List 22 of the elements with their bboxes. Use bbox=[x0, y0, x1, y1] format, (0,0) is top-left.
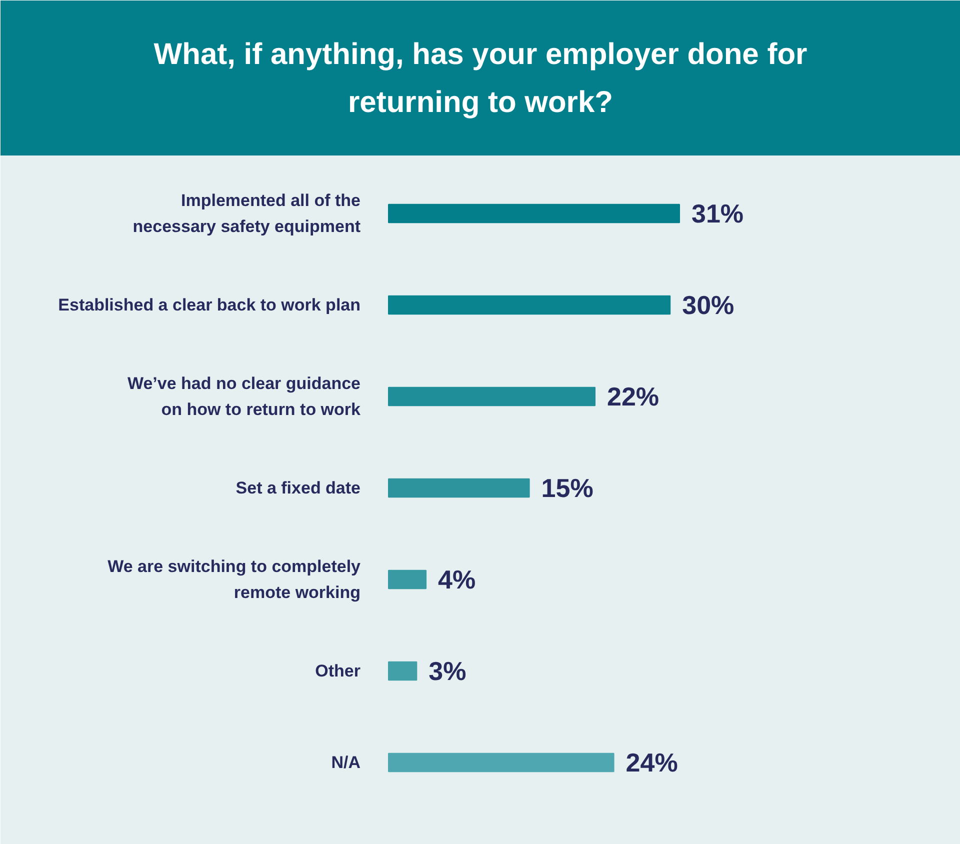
data-label: 22% bbox=[607, 382, 660, 412]
y-tick-label: Established a clear back to work plan bbox=[58, 296, 361, 314]
y-tick-label: We’ve had no clear guidance on how to return to work bbox=[127, 374, 362, 419]
y-tick-label: Other bbox=[315, 662, 361, 680]
data-label: 30% bbox=[682, 290, 734, 320]
chart-title: What, if anything, has your employer done for returning to work? bbox=[154, 38, 808, 119]
bar bbox=[388, 661, 418, 681]
bar bbox=[388, 204, 680, 224]
y-tick-label: N/A bbox=[331, 753, 361, 772]
data-label: 31% bbox=[692, 198, 744, 228]
bar bbox=[388, 386, 596, 406]
bar bbox=[388, 295, 671, 315]
data-label: 3% bbox=[428, 656, 466, 686]
y-tick-label: Implemented all of the necessary safety equipment bbox=[132, 191, 361, 236]
data-label: 15% bbox=[541, 473, 594, 503]
data-label: 4% bbox=[438, 564, 476, 594]
bar bbox=[388, 570, 427, 590]
y-tick-label: We are switching to completely remote working bbox=[108, 557, 362, 602]
bar bbox=[388, 752, 614, 772]
bar bbox=[388, 478, 530, 498]
data-label: 24% bbox=[626, 748, 678, 778]
y-tick-label: Set a fixed date bbox=[236, 478, 361, 498]
